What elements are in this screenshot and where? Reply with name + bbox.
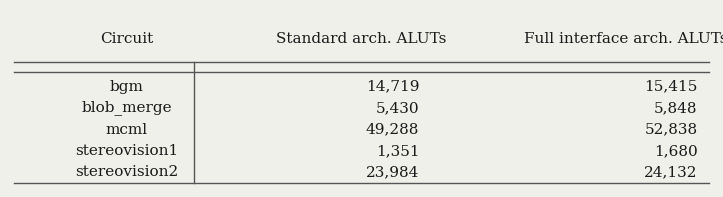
Text: 1,351: 1,351: [376, 144, 419, 158]
Text: 49,288: 49,288: [366, 123, 419, 137]
Text: Full interface arch. ALUTs: Full interface arch. ALUTs: [523, 32, 723, 46]
Text: blob_merge: blob_merge: [81, 101, 172, 115]
Text: 5,430: 5,430: [376, 101, 419, 115]
Text: 52,838: 52,838: [645, 123, 698, 137]
Text: 23,984: 23,984: [366, 165, 419, 179]
Text: 15,415: 15,415: [644, 80, 698, 94]
Text: bgm: bgm: [110, 80, 143, 94]
Text: mcml: mcml: [106, 123, 147, 137]
Text: 24,132: 24,132: [644, 165, 698, 179]
Text: 14,719: 14,719: [366, 80, 419, 94]
Text: 1,680: 1,680: [654, 144, 698, 158]
Text: stereovision1: stereovision1: [75, 144, 178, 158]
Text: Circuit: Circuit: [100, 32, 153, 46]
Text: 5,848: 5,848: [654, 101, 698, 115]
Text: Standard arch. ALUTs: Standard arch. ALUTs: [276, 32, 447, 46]
Text: stereovision2: stereovision2: [75, 165, 178, 179]
